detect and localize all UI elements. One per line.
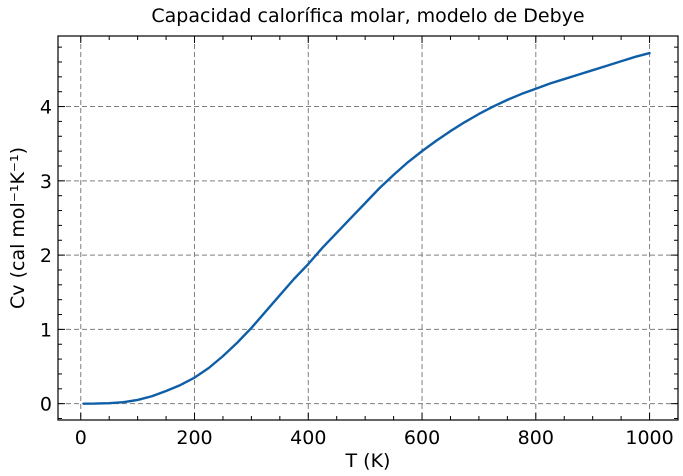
plot-frame — [57, 35, 679, 421]
series-layer — [82, 51, 651, 405]
x-tick-label: 200 — [176, 427, 212, 449]
y-tick-label: 4 — [40, 97, 52, 119]
x-tick-label: 800 — [518, 427, 554, 449]
y-tick-label: 3 — [40, 171, 52, 193]
grid-lines — [58, 36, 678, 420]
y-tick-label: 2 — [40, 245, 52, 267]
axis-ticks — [58, 36, 679, 420]
y-tick-label: 1 — [40, 319, 52, 341]
y-axis-label: Cv (cal mol⁻¹K⁻¹) — [7, 147, 29, 309]
x-tick-labels: 0 200 400 600 800 1000 — [75, 427, 674, 449]
x-tick-label: 400 — [290, 427, 326, 449]
y-tick-labels: 0 1 2 3 4 — [40, 97, 52, 416]
y-tick-label: 0 — [40, 394, 52, 416]
chart-title: Capacidad calorífica molar, modelo de De… — [151, 5, 584, 27]
x-tick-label: 0 — [75, 427, 87, 449]
x-axis-label: T (K) — [345, 450, 391, 472]
x-tick-label: 600 — [404, 427, 440, 449]
series-line-0 — [82, 51, 651, 405]
x-tick-label: 1000 — [625, 427, 673, 449]
